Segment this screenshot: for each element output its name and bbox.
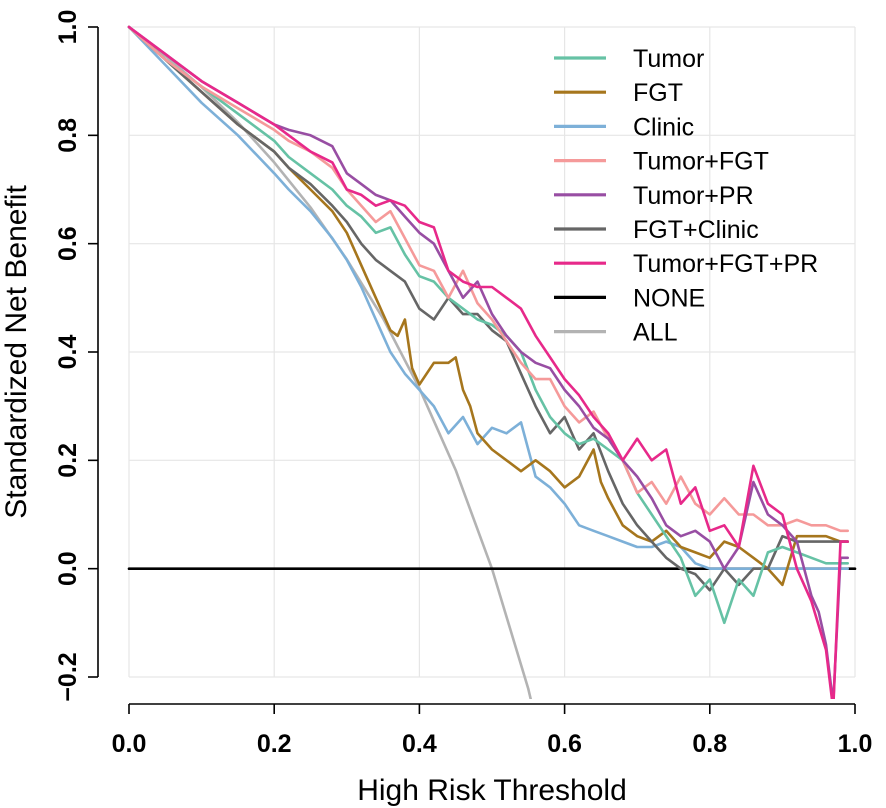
series-line-tumor-pr: [127, 25, 850, 699]
legend-label: Tumor: [633, 45, 704, 73]
y-tick-label: −0.2: [54, 652, 82, 701]
series-line-clinic: [127, 25, 850, 571]
legend: Tumor FGT Clinic Tumor+FGT Tumor+PR FGT+Clini…: [554, 45, 818, 347]
series-line-all: [127, 25, 533, 699]
legend-label: ALL: [633, 319, 678, 347]
legend-label: FGT+Clinic: [633, 216, 759, 244]
x-tick-label: 0.8: [692, 730, 727, 758]
legend-label: Tumor+FGT: [633, 148, 769, 176]
legend-label: FGT: [633, 79, 683, 107]
y-tick-label: 0.2: [54, 443, 82, 478]
y-axis-ticks: −0.2 0.0 0.2 0.4 0.6 0.8 1.0: [54, 10, 98, 702]
series-line-tumor-fgt: [127, 25, 850, 533]
legend-label: Tumor+FGT+PR: [633, 250, 818, 278]
x-tick-label: 1.0: [838, 730, 873, 758]
y-tick-label: 0.8: [54, 118, 82, 153]
legend-label: Clinic: [633, 113, 694, 141]
x-tick-label: 0.4: [402, 730, 437, 758]
legend-label: Tumor+PR: [633, 182, 754, 210]
x-axis-ticks: 0.0 0.2 0.4 0.6 0.8 1.0: [112, 704, 873, 758]
x-axis-title: High Risk Threshold: [357, 774, 627, 807]
series-line-tumor: [127, 25, 850, 625]
y-tick-label: 0.6: [54, 226, 82, 261]
x-tick-label: 0.0: [112, 730, 147, 758]
y-tick-label: 0.0: [54, 551, 82, 586]
series-lines: [127, 25, 857, 699]
y-tick-label: 0.4: [54, 335, 82, 370]
y-tick-label: 1.0: [54, 10, 82, 45]
series-line-tumor-fgt-pr: [127, 25, 850, 699]
x-tick-label: 0.6: [547, 730, 582, 758]
x-tick-label: 0.2: [257, 730, 292, 758]
y-axis-title: Standardized Net Benefit: [0, 185, 33, 519]
series-line-fgt-clinic: [127, 25, 850, 592]
legend-label: NONE: [633, 284, 705, 312]
